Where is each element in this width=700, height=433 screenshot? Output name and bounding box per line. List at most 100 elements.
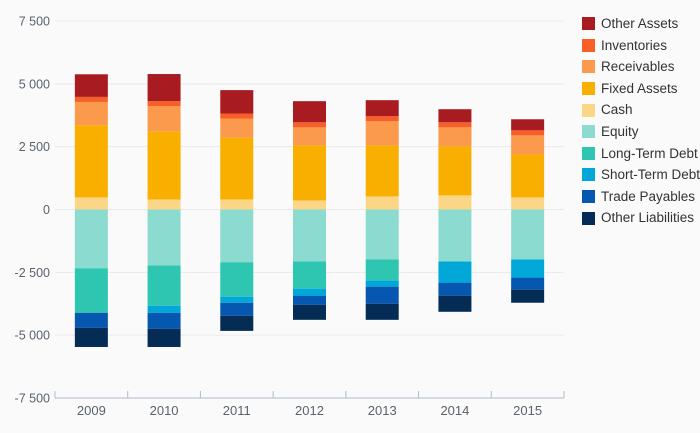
bar-2015-other-assets[interactable]: [511, 119, 545, 131]
bar-2013-equity[interactable]: [365, 209, 399, 260]
bar-2011-fixed-assets[interactable]: [220, 137, 254, 200]
bar-2014-inventories[interactable]: [438, 122, 472, 128]
bar-2010-other-assets[interactable]: [147, 74, 181, 102]
bar-2013-cash[interactable]: [365, 196, 399, 210]
bar-2011-cash[interactable]: [220, 199, 254, 210]
legend-swatch-icon: [582, 17, 595, 31]
bar-2014-short-term-debt[interactable]: [438, 261, 472, 283]
bar-2012-cash[interactable]: [293, 200, 326, 210]
bar-2012-trade-payables[interactable]: [293, 295, 326, 305]
x-axis-label-2009: 2009: [77, 403, 106, 418]
bar-2014-receivables[interactable]: [438, 127, 472, 147]
bar-2010-other-liabilities[interactable]: [147, 328, 181, 347]
bar-2014-other-assets[interactable]: [438, 109, 472, 123]
legend-item-other-liabilities[interactable]: Other Liabilities: [582, 207, 700, 229]
bar-2014-equity[interactable]: [438, 209, 472, 262]
bar-2013-other-liabilities[interactable]: [365, 303, 399, 320]
legend-item-other-assets[interactable]: Other Assets: [582, 13, 700, 35]
bar-2013-inventories[interactable]: [365, 116, 399, 122]
x-axis-label-2015: 2015: [513, 403, 542, 418]
legend-label: Short-Term Debt: [601, 167, 700, 183]
bar-2015-inventories[interactable]: [511, 130, 545, 136]
bar-2011-inventories[interactable]: [220, 113, 254, 119]
y-axis-tick-label: -2 500: [15, 266, 50, 280]
bar-2010-long-term-debt[interactable]: [147, 265, 181, 306]
bar-2015-other-liabilities[interactable]: [511, 289, 545, 303]
bar-2014-fixed-assets[interactable]: [438, 146, 472, 196]
bar-2010-fixed-assets[interactable]: [147, 131, 181, 200]
legend-swatch-icon: [582, 38, 595, 52]
legend-item-fixed-assets[interactable]: Fixed Assets: [582, 78, 700, 100]
bar-2014-cash[interactable]: [438, 195, 472, 210]
y-axis-tick-label: 5 000: [19, 77, 50, 91]
legend-label: Inventories: [601, 37, 668, 53]
bar-2012-fixed-assets[interactable]: [293, 145, 326, 201]
bar-2015-trade-payables[interactable]: [511, 277, 545, 290]
legend-label: Cash: [601, 102, 633, 118]
bar-2010-short-term-debt[interactable]: [147, 305, 181, 313]
legend-item-receivables[interactable]: Receivables: [582, 56, 700, 78]
bar-2012-other-assets[interactable]: [293, 101, 326, 123]
bar-2009-long-term-debt[interactable]: [74, 268, 108, 313]
bar-2012-short-term-debt[interactable]: [293, 288, 326, 296]
bar-2010-receivables[interactable]: [147, 106, 181, 132]
legend-label: Equity: [601, 124, 639, 140]
legend-item-cash[interactable]: Cash: [582, 99, 700, 121]
legend-swatch-icon: [582, 82, 595, 96]
legend-swatch-icon: [582, 146, 595, 160]
bar-2015-short-term-debt[interactable]: [511, 259, 545, 278]
x-axis-label-2012: 2012: [295, 403, 324, 418]
bar-2013-fixed-assets[interactable]: [365, 145, 399, 197]
bar-2012-equity[interactable]: [293, 209, 326, 262]
bar-2012-receivables[interactable]: [293, 127, 326, 146]
legend: Other Assets Inventories Receivables Fixed …: [582, 13, 700, 229]
legend-label: Trade Payables: [601, 188, 696, 204]
bar-2009-trade-payables[interactable]: [74, 312, 108, 328]
bar-2014-other-liabilities[interactable]: [438, 295, 472, 312]
bar-2009-cash[interactable]: [74, 197, 108, 210]
bar-2013-short-term-debt[interactable]: [365, 280, 399, 287]
bar-2010-trade-payables[interactable]: [147, 312, 181, 329]
bar-2009-other-liabilities[interactable]: [74, 327, 108, 347]
bar-2011-other-assets[interactable]: [220, 90, 254, 114]
legend-swatch-icon: [582, 60, 595, 74]
legend-label: Other Assets: [601, 16, 679, 32]
legend-swatch-icon: [582, 190, 595, 204]
legend-label: Other Liabilities: [601, 210, 695, 226]
bar-2015-cash[interactable]: [511, 197, 545, 210]
bar-2009-other-assets[interactable]: [74, 74, 108, 97]
bar-2009-receivables[interactable]: [74, 101, 108, 126]
bar-2013-receivables[interactable]: [365, 121, 399, 146]
bar-2012-long-term-debt[interactable]: [293, 261, 326, 289]
legend-label: Receivables: [601, 59, 675, 75]
bar-2009-fixed-assets[interactable]: [74, 125, 108, 198]
legend-item-trade-payables[interactable]: Trade Payables: [582, 186, 700, 208]
legend-item-equity[interactable]: Equity: [582, 121, 700, 143]
legend-item-long-term-debt[interactable]: Long-Term Debt: [582, 143, 700, 165]
bar-2013-long-term-debt[interactable]: [365, 259, 399, 281]
bar-2015-equity[interactable]: [511, 209, 545, 260]
bar-2010-equity[interactable]: [147, 209, 181, 266]
bar-2010-cash[interactable]: [147, 199, 181, 210]
bar-2012-other-liabilities[interactable]: [293, 304, 326, 320]
bar-2011-equity[interactable]: [220, 209, 254, 263]
bar-2011-receivables[interactable]: [220, 118, 254, 138]
bar-2012-inventories[interactable]: [293, 122, 326, 128]
legend-item-short-term-debt[interactable]: Short-Term Debt: [582, 164, 700, 186]
legend-swatch-icon: [582, 168, 595, 182]
bar-2011-trade-payables[interactable]: [220, 302, 254, 316]
bar-2011-short-term-debt[interactable]: [220, 296, 254, 303]
bar-2013-trade-payables[interactable]: [365, 286, 399, 304]
bar-2014-trade-payables[interactable]: [438, 282, 472, 296]
bar-2011-other-liabilities[interactable]: [220, 315, 254, 331]
bar-2011-long-term-debt[interactable]: [220, 262, 254, 297]
bar-2015-receivables[interactable]: [511, 135, 545, 155]
bar-2009-equity[interactable]: [74, 209, 108, 269]
x-axis-label-2013: 2013: [368, 403, 397, 418]
bar-2013-other-assets[interactable]: [365, 100, 399, 117]
bar-2010-inventories[interactable]: [147, 101, 181, 107]
legend-item-inventories[interactable]: Inventories: [582, 35, 700, 57]
bar-2015-fixed-assets[interactable]: [511, 154, 545, 198]
bar-2009-inventories[interactable]: [74, 96, 108, 102]
